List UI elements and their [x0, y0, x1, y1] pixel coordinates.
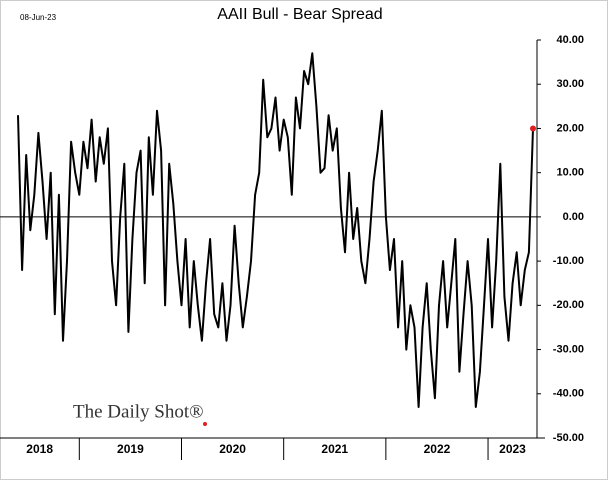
chart-subtitle: 08-Jun-23	[20, 13, 57, 22]
last-point	[530, 125, 536, 132]
brand-dot	[203, 422, 207, 426]
y-tick-label: 0.00	[563, 211, 584, 223]
x-tick-label: 2021	[321, 442, 348, 456]
x-tick-label: 2018	[26, 442, 53, 456]
x-tick-label: 2019	[117, 442, 144, 456]
y-tick-label: -30.00	[553, 343, 584, 355]
x-tick-label: 2023	[499, 442, 526, 456]
y-tick-label: 40.00	[556, 34, 584, 46]
chart-title: AAII Bull - Bear Spread	[217, 6, 382, 23]
y-tick-label: -20.00	[553, 299, 584, 311]
source: The Daily Shot®	[73, 401, 204, 422]
y-tick-label: 30.00	[556, 78, 584, 90]
y-tick-label: 10.00	[556, 167, 584, 179]
x-tick-label: 2022	[424, 442, 451, 456]
y-tick-label: -10.00	[553, 255, 584, 267]
line-series	[17, 52, 534, 408]
y-tick-label: -50.00	[553, 432, 584, 444]
y-tick-label: 20.00	[556, 122, 584, 134]
y-tick-label: -40.00	[553, 388, 584, 400]
x-tick-label: 2020	[219, 442, 246, 456]
